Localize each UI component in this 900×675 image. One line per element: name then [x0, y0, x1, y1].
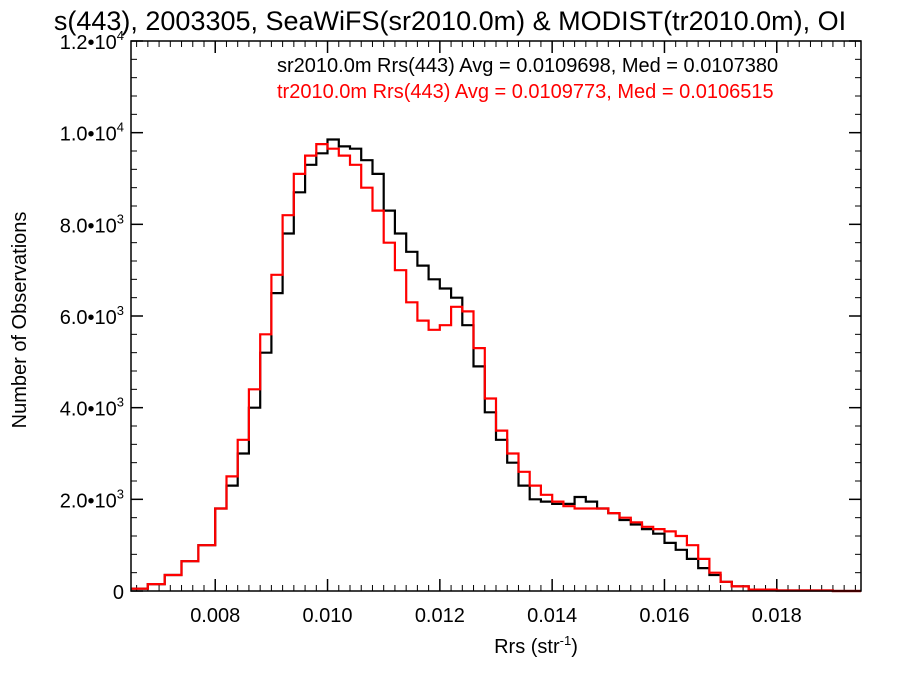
x-axis-ticks: 0.008 0.010 0.012 0.014 0.016 0.018: [136, 41, 856, 627]
y-tick-label-base: 6.0•10: [60, 307, 117, 329]
y-tick-label: 2.0•103: [60, 486, 124, 512]
y-tick-label-base: 0: [113, 582, 124, 604]
x-tick-label: 0.018: [752, 605, 802, 627]
series-lines: [131, 138, 861, 593]
y-axis-label: Number of Observations: [9, 212, 31, 429]
x-tick-label: 0.008: [190, 605, 240, 627]
plot-area-frame: [130, 40, 862, 592]
series-line-modist: [131, 143, 861, 593]
y-tick-label-base: 8.0•10: [60, 215, 117, 237]
y-tick-label-base: 2.0•10: [60, 490, 117, 512]
y-tick-label: 6.0•103: [60, 303, 124, 329]
legend-entry-1: tr2010.0m Rrs(443) Avg = 0.0109773, Med …: [277, 81, 774, 103]
y-tick-label: 4.0•103: [60, 395, 124, 421]
chart-title: s(443), 2003305, SeaWiFS(sr2010.0m) & MO…: [54, 6, 846, 36]
y-tick-label-exponent: 3: [117, 303, 124, 318]
y-tick-label-base: 1.0•10: [60, 124, 117, 146]
y-tick-label-exponent: 4: [117, 28, 124, 43]
y-tick-label: 1.2•104: [60, 28, 124, 54]
y-tick-label-base: 4.0•10: [60, 399, 117, 421]
x-tick-label: 0.016: [639, 605, 689, 627]
y-tick-label: 0: [113, 582, 124, 604]
y-tick-label-exponent: 3: [117, 486, 124, 501]
y-tick-label-exponent: 3: [117, 395, 124, 410]
x-axis-label-main: Rrs (str: [494, 636, 560, 658]
y-axis-ticks: 02.0•1034.0•1036.0•1038.0•1031.0•1041.2•…: [60, 28, 861, 604]
x-tick-label: 0.012: [415, 605, 465, 627]
x-tick-label: 0.014: [527, 605, 577, 627]
x-axis-label-tail: ): [571, 636, 578, 658]
legend-entry-0: sr2010.0m Rrs(443) Avg = 0.0109698, Med …: [277, 55, 778, 77]
x-tick-label: 0.010: [303, 605, 353, 627]
x-axis-label-exponent: -1: [560, 633, 572, 648]
y-tick-label-exponent: 3: [117, 211, 124, 226]
legend: sr2010.0m Rrs(443) Avg = 0.0109698, Med …: [277, 55, 778, 103]
y-tick-label-base: 1.2•10: [60, 32, 117, 54]
series-line-seawifs: [131, 138, 861, 593]
y-tick-label: 1.0•104: [60, 120, 124, 146]
y-tick-label-exponent: 4: [117, 120, 124, 135]
y-tick-label: 8.0•103: [60, 211, 124, 237]
x-axis-label: Rrs (str-1): [494, 633, 578, 658]
